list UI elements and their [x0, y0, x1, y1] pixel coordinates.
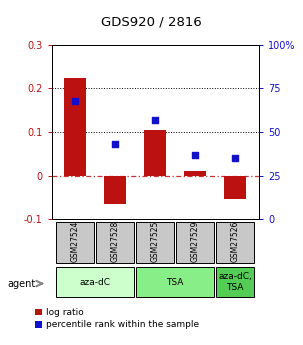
Bar [216, 222, 254, 264]
Text: GSM27526: GSM27526 [231, 221, 240, 262]
Bar [184, 171, 206, 176]
Bar [56, 267, 134, 297]
Bar [56, 222, 95, 264]
Text: aza-dC: aza-dC [80, 277, 111, 287]
Text: TSA: TSA [167, 277, 184, 287]
Bar [136, 267, 214, 297]
Text: GSM27529: GSM27529 [191, 221, 200, 262]
Bar [65, 78, 86, 176]
Bar [105, 176, 126, 204]
Text: GSM27525: GSM27525 [151, 221, 160, 262]
Legend: log ratio, percentile rank within the sample: log ratio, percentile rank within the sa… [35, 308, 199, 329]
Text: agent: agent [8, 279, 36, 288]
Text: GSM27524: GSM27524 [71, 221, 80, 262]
Point [153, 117, 158, 122]
Bar [136, 222, 174, 264]
Point [193, 152, 198, 157]
Text: aza-dC,
TSA: aza-dC, TSA [218, 272, 252, 292]
Point [73, 98, 78, 104]
Bar [216, 267, 254, 297]
Point [113, 141, 118, 147]
Bar [224, 176, 246, 199]
Point [233, 155, 238, 161]
Text: GDS920 / 2816: GDS920 / 2816 [101, 16, 202, 29]
Text: GSM27528: GSM27528 [111, 221, 120, 262]
Bar [96, 222, 134, 264]
Bar [144, 130, 166, 176]
Bar [176, 222, 214, 264]
